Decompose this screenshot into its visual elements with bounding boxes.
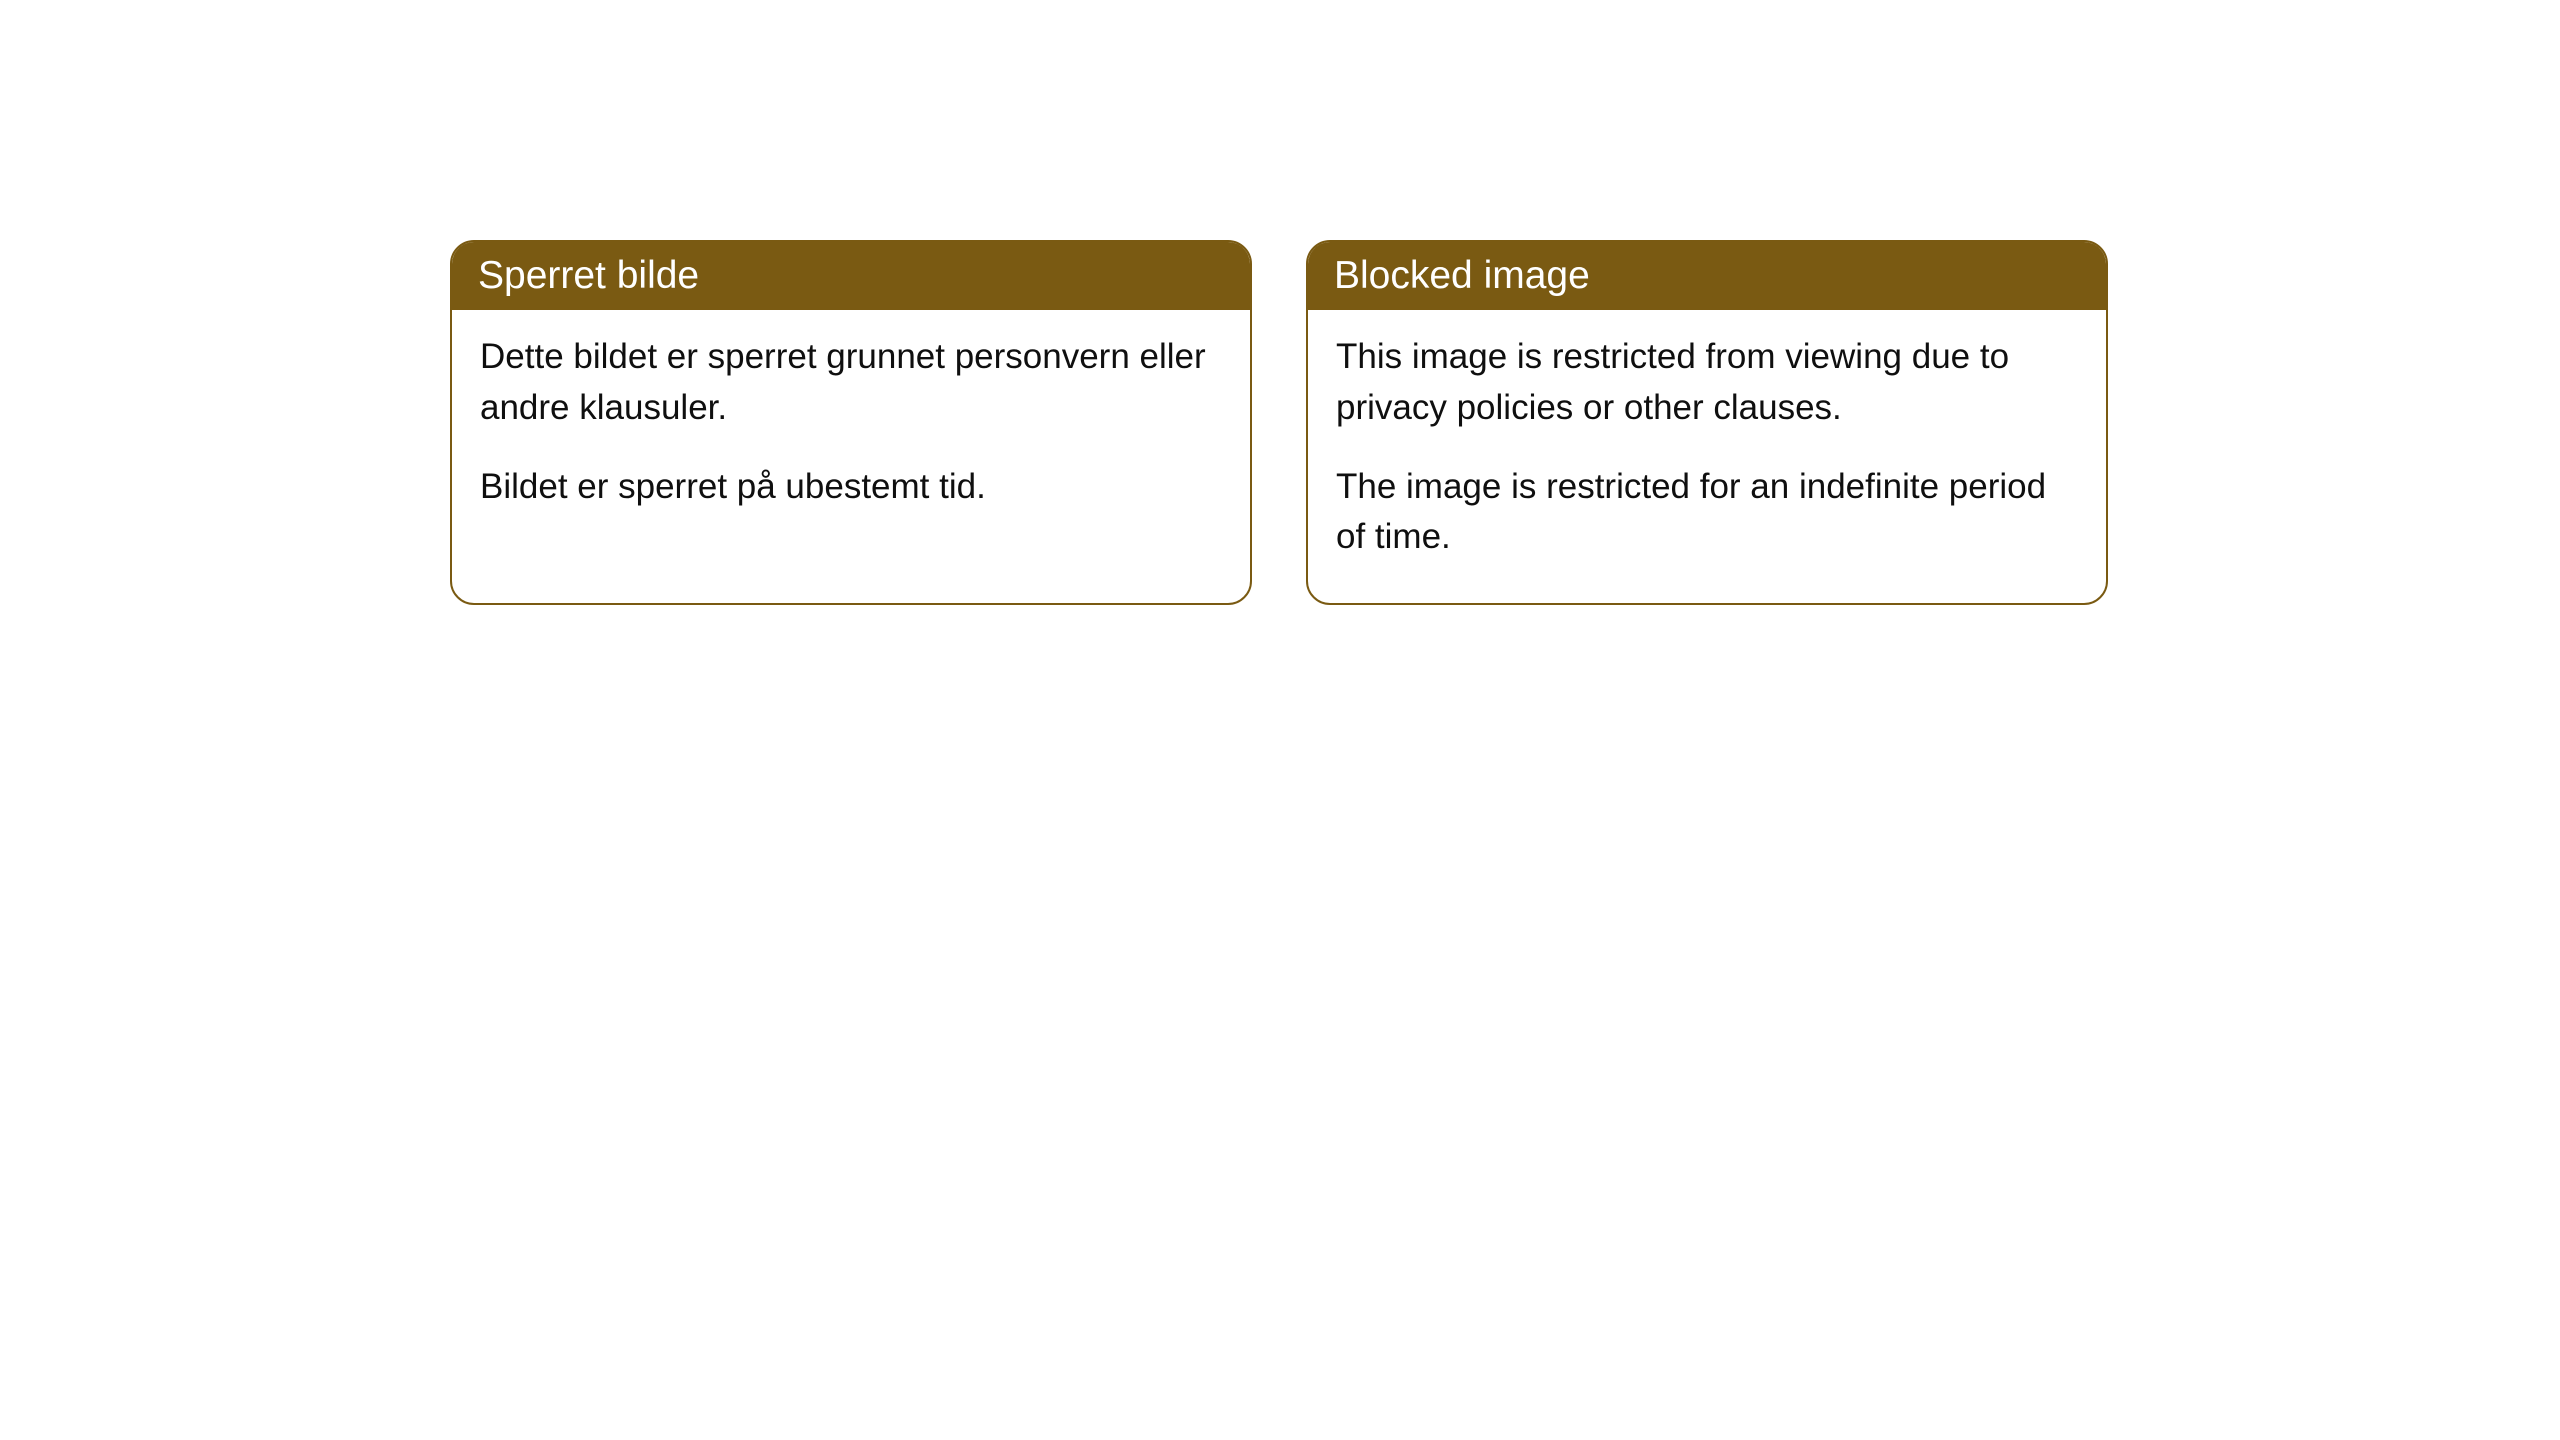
card-body: This image is restricted from viewing du…	[1308, 310, 2106, 603]
card-header: Sperret bilde	[452, 242, 1250, 310]
blocked-image-card-norwegian: Sperret bilde Dette bildet er sperret gr…	[450, 240, 1252, 605]
cards-container: Sperret bilde Dette bildet er sperret gr…	[450, 240, 2108, 605]
card-paragraph: Bildet er sperret på ubestemt tid.	[480, 462, 1222, 513]
card-paragraph: This image is restricted from viewing du…	[1336, 332, 2078, 434]
card-body: Dette bildet er sperret grunnet personve…	[452, 310, 1250, 552]
blocked-image-card-english: Blocked image This image is restricted f…	[1306, 240, 2108, 605]
card-paragraph: Dette bildet er sperret grunnet personve…	[480, 332, 1222, 434]
card-header: Blocked image	[1308, 242, 2106, 310]
card-paragraph: The image is restricted for an indefinit…	[1336, 462, 2078, 564]
